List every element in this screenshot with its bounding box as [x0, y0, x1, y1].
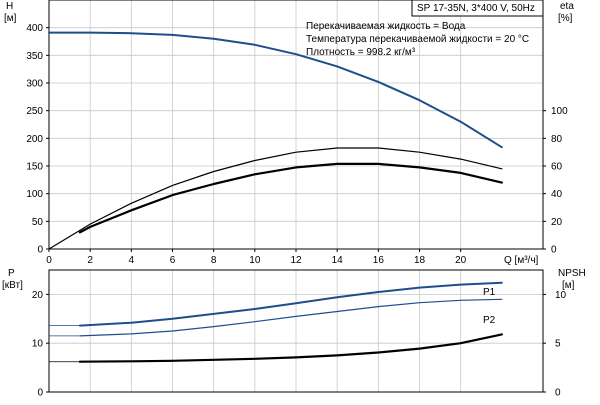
- top-right-y-tick-label: 100: [551, 106, 568, 117]
- bottom-right-ylabel-2: [м]: [562, 280, 575, 291]
- top-right-y-tick-label: 60: [551, 162, 563, 173]
- bottom-left-ylabel-1: P: [8, 268, 15, 279]
- top-x-tick-label: 6: [170, 255, 176, 266]
- bottom-right-y-tick-label: 10: [555, 290, 567, 301]
- bottom-right-ylabel-1: NPSH: [558, 268, 586, 279]
- top-left-ylabel-1: H: [6, 1, 13, 12]
- top-x-tick-label: 4: [129, 255, 135, 266]
- bottom-plot-frame: [48, 269, 544, 393]
- top-left-y-tick-label: 400: [26, 23, 43, 34]
- bottom-left-y-tick-label: 20: [32, 290, 44, 301]
- top-x-tick-label: 2: [87, 255, 93, 266]
- bottom-series-line-p2: [79, 298, 503, 337]
- top-x-tick-label: 8: [211, 255, 217, 266]
- top-left-y-tick-label: 0: [37, 245, 43, 256]
- series-label-p2: P2: [483, 315, 496, 326]
- top-right-ylabel-2: [%]: [558, 13, 573, 24]
- bottom-grid: [49, 270, 543, 392]
- top-right-y-tick-label: 20: [551, 217, 563, 228]
- bottom-series-line-p1: [78, 281, 503, 327]
- top-left-y-tick-label: 50: [32, 217, 44, 228]
- top-left-y-tick-label: 150: [26, 162, 43, 173]
- top-x-tick-label: 18: [414, 255, 426, 266]
- legend-line-1: Перекачиваемая жидкость = Вода: [306, 21, 466, 32]
- top-ticks: 0 2 4 6 8 10 12 14 16 18 2005010015020025030035040…: [26, 23, 568, 266]
- model-label-box: [411, 0, 544, 17]
- top-x-tick-label: 16: [373, 255, 385, 266]
- top-left-ylabel-2: [м]: [4, 13, 17, 24]
- bottom-series-line-npsh: [78, 333, 503, 363]
- top-right-y-tick-label: 80: [551, 134, 563, 145]
- bottom-left-y-tick-label: 10: [32, 339, 44, 350]
- top-right-y-tick-label: 0: [551, 245, 557, 256]
- top-right-ylabel-1: eta: [560, 1, 574, 12]
- top-left-y-tick-label: 100: [26, 189, 43, 200]
- top-x-tick-label: 0: [46, 255, 52, 266]
- bottom-right-y-tick-label: 0: [555, 388, 561, 399]
- bottom-panel: 0 10 20 0 5 10 P [кВт] NPSH [м] P1 P2: [2, 268, 586, 399]
- top-x-tick-label: 10: [249, 255, 261, 266]
- top-left-y-tick-label: 200: [26, 134, 43, 145]
- top-panel: 0 2 4 6 8 10 12 14 16 18 2005010015020025030035040…: [4, 0, 574, 266]
- bottom-left-y-tick-label: 0: [37, 388, 43, 399]
- legend-line-3: Плотность = 998.2 кг/м³: [306, 47, 416, 58]
- x-axis-label: Q [м³/ч]: [504, 255, 539, 266]
- top-series-line-eta: [48, 147, 503, 250]
- series-label-p1: P1: [483, 287, 496, 298]
- bottom-series: [49, 281, 503, 363]
- top-series: [48, 31, 503, 250]
- legend-line-2: Температура перекачиваемой жидкости = 20…: [306, 34, 529, 45]
- top-right-y-tick-label: 40: [551, 189, 563, 200]
- model-label: SP 17-35N, 3*400 V, 50Hz: [417, 3, 535, 14]
- top-x-tick-label: 14: [332, 255, 344, 266]
- top-left-y-tick-label: 250: [26, 106, 43, 117]
- top-x-tick-label: 20: [455, 255, 467, 266]
- top-series-line-h: [48, 31, 503, 149]
- top-grid: [49, 0, 543, 249]
- top-left-y-tick-label: 300: [26, 79, 43, 90]
- bottom-right-y-tick-label: 5: [555, 339, 561, 350]
- top-left-y-tick-label: 350: [26, 51, 43, 62]
- bottom-ticks: 0 10 20 0 5 10: [32, 290, 567, 399]
- bottom-left-ylabel-2: [кВт]: [2, 280, 23, 291]
- top-x-tick-label: 12: [290, 255, 302, 266]
- top-series-line-eta-total: [78, 162, 503, 234]
